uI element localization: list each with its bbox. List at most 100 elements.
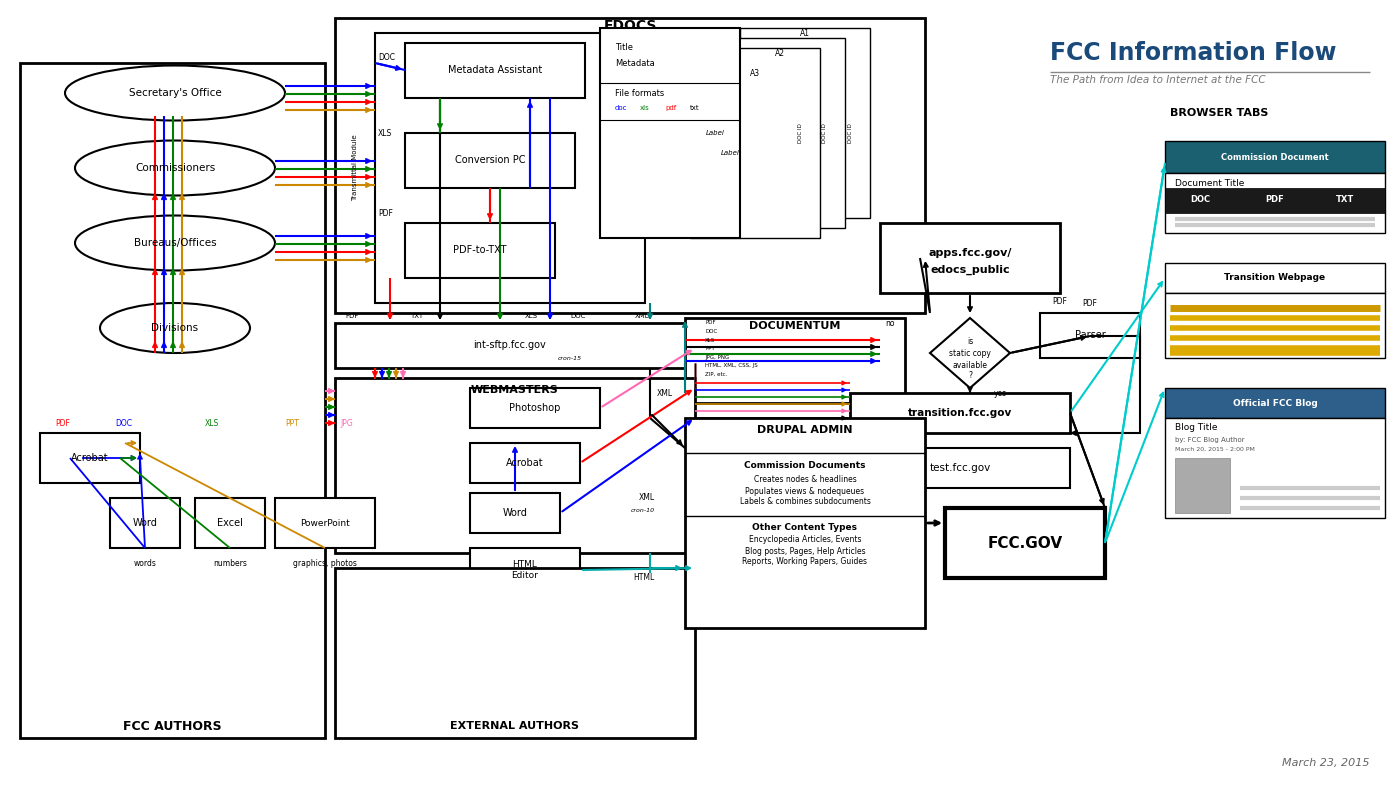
Bar xyxy=(945,508,1105,578)
Text: Photoshop: Photoshop xyxy=(510,403,560,413)
Text: Commission Documents: Commission Documents xyxy=(745,462,865,470)
Text: PDF: PDF xyxy=(344,313,358,319)
Text: File formats: File formats xyxy=(615,88,664,98)
Text: txt: txt xyxy=(690,105,700,111)
Text: no: no xyxy=(885,318,895,328)
Text: Label: Label xyxy=(721,150,741,156)
Text: Document Title: Document Title xyxy=(1175,179,1245,188)
Bar xyxy=(274,498,375,548)
Text: Creates nodes & headlines: Creates nodes & headlines xyxy=(753,475,857,485)
Text: DOCUMENTUM: DOCUMENTUM xyxy=(749,321,840,331)
Text: PowerPoint: PowerPoint xyxy=(300,519,350,527)
Text: JPG, PNG: JPG, PNG xyxy=(706,355,729,359)
Text: ZIP, etc.: ZIP, etc. xyxy=(706,371,728,377)
Text: A3: A3 xyxy=(750,69,760,77)
Text: transition.fcc.gov: transition.fcc.gov xyxy=(907,408,1012,418)
Text: XLS: XLS xyxy=(525,313,538,319)
Ellipse shape xyxy=(76,215,274,270)
Text: TXT: TXT xyxy=(410,313,423,319)
Bar xyxy=(850,448,1070,488)
Text: Labels & combines subdocuments: Labels & combines subdocuments xyxy=(739,497,871,507)
Text: int-sftp.fcc.gov: int-sftp.fcc.gov xyxy=(473,340,546,350)
Text: Metadata Assistant: Metadata Assistant xyxy=(448,65,542,75)
Bar xyxy=(1165,173,1385,233)
Bar xyxy=(470,493,560,533)
Text: Excel: Excel xyxy=(217,518,244,528)
Text: XLS: XLS xyxy=(378,128,392,137)
Text: Label: Label xyxy=(706,130,725,136)
Bar xyxy=(470,388,601,428)
Text: yes: yes xyxy=(994,388,1007,397)
Bar xyxy=(685,418,925,628)
Text: PPT: PPT xyxy=(286,418,298,428)
Text: static copy: static copy xyxy=(949,348,991,358)
Text: XML: XML xyxy=(636,313,650,319)
Bar xyxy=(601,28,741,238)
Text: available: available xyxy=(952,360,987,370)
Text: cron-15: cron-15 xyxy=(559,355,582,360)
Text: EDOCS: EDOCS xyxy=(603,19,657,33)
Bar xyxy=(335,378,694,553)
Text: WEBMASTERS: WEBMASTERS xyxy=(472,385,559,395)
Bar xyxy=(405,43,585,98)
Text: FCC.GOV: FCC.GOV xyxy=(987,536,1063,551)
Text: JPG: JPG xyxy=(340,418,353,428)
Ellipse shape xyxy=(99,303,251,353)
Text: March 20, 2015 - 2:00 PM: March 20, 2015 - 2:00 PM xyxy=(1175,447,1254,452)
Text: TXT: TXT xyxy=(1336,195,1354,205)
Text: Blog posts, Pages, Help Articles: Blog posts, Pages, Help Articles xyxy=(745,547,865,556)
Bar xyxy=(470,443,580,483)
Text: PDF: PDF xyxy=(706,321,715,325)
Bar xyxy=(195,498,265,548)
Ellipse shape xyxy=(76,140,274,195)
Text: EXTERNAL AUTHORS: EXTERNAL AUTHORS xyxy=(451,721,580,731)
Bar xyxy=(1165,263,1385,293)
Text: Word: Word xyxy=(503,508,528,518)
Text: Encyclopedia Articles, Events: Encyclopedia Articles, Events xyxy=(749,536,861,545)
Text: PDF: PDF xyxy=(1053,296,1067,306)
Bar xyxy=(405,133,575,188)
Text: DOC ID: DOC ID xyxy=(847,123,853,143)
Text: XLS: XLS xyxy=(204,418,220,428)
Bar xyxy=(1165,188,1385,213)
Ellipse shape xyxy=(64,65,286,121)
Bar xyxy=(405,223,554,278)
Polygon shape xyxy=(930,318,1009,388)
Text: XML: XML xyxy=(657,388,673,397)
Bar xyxy=(470,548,580,593)
Text: Metadata: Metadata xyxy=(615,58,655,68)
Bar xyxy=(111,498,181,548)
Text: PDF: PDF xyxy=(1266,195,1284,205)
Text: DOC ID: DOC ID xyxy=(798,123,802,143)
Text: HTML: HTML xyxy=(634,574,655,582)
Text: Word: Word xyxy=(133,518,157,528)
Bar xyxy=(850,393,1070,433)
Text: Blog Title: Blog Title xyxy=(1175,423,1218,433)
Text: FCC Information Flow: FCC Information Flow xyxy=(1050,41,1337,65)
Text: Official FCC Blog: Official FCC Blog xyxy=(1232,399,1317,407)
Bar xyxy=(1165,293,1385,358)
Bar xyxy=(1040,313,1140,358)
Text: DOC: DOC xyxy=(115,418,132,428)
Text: Divisions: Divisions xyxy=(151,323,199,333)
Text: PDF-to-TXT: PDF-to-TXT xyxy=(454,245,507,255)
Text: DRUPAL ADMIN: DRUPAL ADMIN xyxy=(757,425,853,435)
Text: is: is xyxy=(967,336,973,345)
Bar xyxy=(881,223,1060,293)
Bar xyxy=(41,433,140,483)
Bar xyxy=(375,33,645,303)
Text: FCC AUTHORS: FCC AUTHORS xyxy=(123,719,221,733)
Text: Secretary's Office: Secretary's Office xyxy=(129,88,221,98)
Text: DOC: DOC xyxy=(570,313,585,319)
Bar xyxy=(20,63,325,738)
Bar xyxy=(1165,141,1385,173)
Text: March 23, 2015: March 23, 2015 xyxy=(1282,758,1371,768)
Text: Reports, Working Papers, Guides: Reports, Working Papers, Guides xyxy=(742,557,868,567)
Text: pdf: pdf xyxy=(665,105,676,111)
Text: Commissioners: Commissioners xyxy=(134,163,216,173)
Text: The Path from Idea to Internet at the FCC: The Path from Idea to Internet at the FC… xyxy=(1050,75,1266,85)
Bar xyxy=(685,318,904,403)
Text: HTML
Editor: HTML Editor xyxy=(511,560,539,580)
Text: xls: xls xyxy=(640,105,650,111)
Text: Title: Title xyxy=(615,43,633,53)
